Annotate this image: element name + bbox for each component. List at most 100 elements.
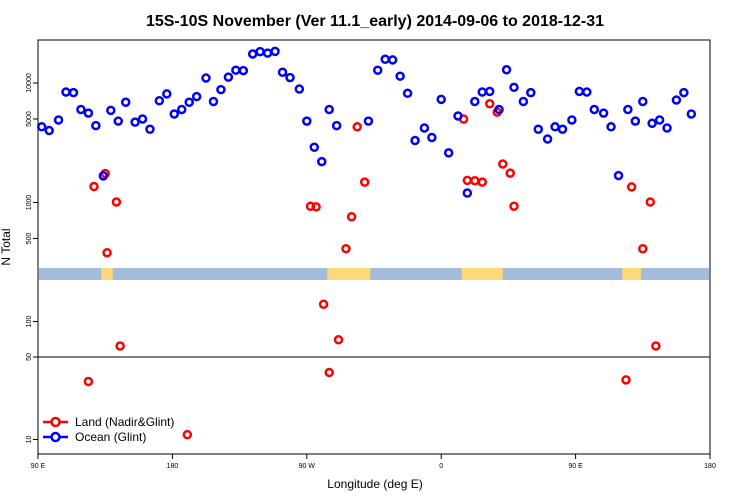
ocean-point <box>270 46 280 57</box>
ocean-point <box>623 104 633 115</box>
ocean-point <box>247 49 258 59</box>
land-band-segment <box>327 268 371 280</box>
x-tick-label: 180 <box>704 463 716 470</box>
ocean-point <box>533 124 544 135</box>
ocean-point <box>470 96 480 107</box>
land-point <box>359 177 370 187</box>
ocean-point <box>395 71 405 81</box>
x-axis: 90 E 180 90 W 0 90 E 180 <box>31 454 716 470</box>
ocean-point <box>671 95 682 105</box>
ocean-point <box>191 91 202 102</box>
ocean-point <box>316 156 327 167</box>
ocean-series <box>36 46 697 198</box>
land-point <box>651 341 661 351</box>
ocean-point <box>231 65 241 75</box>
land-point <box>498 159 508 169</box>
ocean-point <box>162 89 172 99</box>
y-axis: 500 1000 5000 10000 10 50 100 <box>26 73 38 443</box>
land-point <box>83 376 94 387</box>
ocean-point <box>598 108 609 118</box>
ocean-point <box>145 124 155 135</box>
land-point <box>111 197 122 207</box>
x-tick-label: 0 <box>439 463 443 470</box>
ocean-point <box>208 96 219 107</box>
y-tick-label: 100 <box>26 316 33 328</box>
ocean-point <box>526 87 536 98</box>
land-point <box>626 182 637 192</box>
ocean-point <box>294 84 305 94</box>
ocean-point <box>302 116 312 126</box>
ocean-point <box>550 122 560 132</box>
ocean-point <box>184 97 194 108</box>
land-series <box>83 99 661 440</box>
land-band-segment <box>101 268 113 280</box>
ocean-point <box>630 116 641 126</box>
ocean-point <box>582 87 592 97</box>
land-point <box>352 122 362 132</box>
land-point <box>638 244 648 254</box>
ocean-point <box>574 86 585 97</box>
land-point <box>509 201 519 212</box>
ocean-point <box>402 88 413 99</box>
ocean-point <box>277 67 288 78</box>
legend-land-label: Land (Nadir&Glint) <box>75 415 174 429</box>
land-point <box>311 202 321 212</box>
ocean-point <box>309 142 320 152</box>
land-point <box>462 175 473 186</box>
ocean-point <box>453 111 463 121</box>
y-tick-label: 10000 <box>26 73 33 93</box>
land-point <box>484 99 495 109</box>
ocean-point <box>686 109 697 119</box>
ocean-point <box>98 171 109 181</box>
ocean-point <box>76 104 86 115</box>
ocean-point <box>679 87 689 98</box>
legend-ocean-marker <box>50 431 61 443</box>
ocean-point <box>647 118 657 129</box>
ocean-point <box>462 188 473 198</box>
ocean-point <box>324 104 334 115</box>
ocean-point <box>606 122 616 132</box>
ocean-point <box>91 120 101 131</box>
legend: Land (Nadir&Glint) Ocean (Glint) <box>43 415 174 444</box>
ocean-point <box>255 46 265 57</box>
ocean-point <box>477 87 488 97</box>
land-point <box>470 176 480 186</box>
land-point <box>115 341 125 351</box>
ocean-point <box>262 48 273 58</box>
y-tick-label: 50 <box>26 353 33 361</box>
ocean-point <box>443 148 454 158</box>
ocean-point <box>216 84 226 95</box>
ocean-point <box>662 123 672 133</box>
ocean-point <box>169 109 180 119</box>
chart-title: 15S-10S November (Ver 11.1_early) 2014-0… <box>146 13 604 30</box>
land-point <box>505 168 516 178</box>
land-point <box>318 299 329 310</box>
ocean-point <box>154 96 165 106</box>
ocean-point <box>654 115 665 125</box>
plot-frame <box>37 39 711 455</box>
ocean-point <box>557 124 568 135</box>
ocean-point <box>436 94 446 105</box>
ocean-point <box>518 96 529 107</box>
ocean-point <box>176 104 187 115</box>
ocean-point <box>387 55 398 65</box>
ocean-point <box>83 108 94 118</box>
ocean-point <box>130 117 140 127</box>
ocean-point <box>509 82 519 93</box>
ocean-point <box>53 115 64 125</box>
ocean-point <box>410 135 420 146</box>
land-point <box>305 201 316 212</box>
land-point <box>645 197 656 207</box>
ocean-point <box>44 125 54 136</box>
ocean-point <box>61 87 71 97</box>
ocean-point <box>113 116 124 126</box>
legend-land-marker <box>50 416 61 428</box>
y-axis-title: N Total <box>0 228 13 265</box>
ocean-point <box>501 65 512 75</box>
ocean-point <box>567 115 577 125</box>
land-point <box>477 177 488 187</box>
y-tick-label: 500 <box>26 233 33 245</box>
ocean-point <box>331 120 342 131</box>
land-point <box>346 211 357 222</box>
